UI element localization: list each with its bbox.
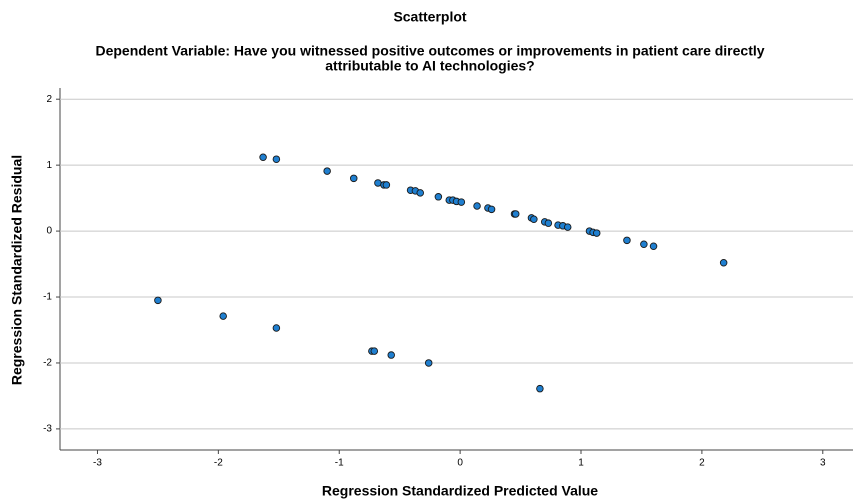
point	[457, 198, 466, 206]
y-tick-label: 0	[46, 226, 52, 237]
point	[487, 205, 496, 214]
chart-title: Scatterplot	[393, 9, 466, 25]
point	[640, 240, 648, 249]
point	[536, 384, 544, 393]
point	[382, 181, 391, 189]
chart-subtitle: Dependent Variable: Have you witnessed p…	[95, 43, 764, 59]
x-tick-label: -1	[335, 458, 344, 469]
x-tick-label: 1	[578, 458, 584, 469]
point	[387, 351, 395, 359]
point	[563, 223, 572, 231]
point	[349, 174, 358, 183]
y-axis-label: Regression Standardized Residual	[9, 155, 25, 385]
point	[370, 347, 379, 355]
point	[530, 215, 538, 223]
point	[416, 189, 424, 197]
point	[219, 312, 227, 320]
y-tick-label: -2	[43, 358, 52, 369]
point	[649, 242, 658, 251]
chart-subtitle: attributable to AI technologies?	[325, 58, 535, 74]
point	[434, 193, 443, 201]
point	[272, 324, 281, 332]
x-tick-label: -2	[214, 458, 223, 469]
x-axis-label: Regression Standardized Predicted Value	[322, 483, 598, 499]
point	[259, 153, 267, 161]
x-tick-label: 2	[699, 458, 705, 469]
y-tick-label: -1	[43, 292, 52, 303]
point	[592, 229, 601, 237]
point	[719, 258, 728, 267]
point	[623, 236, 631, 245]
point	[544, 219, 553, 227]
point	[272, 155, 281, 163]
y-tick-label: -3	[43, 424, 52, 435]
y-tick-label: 2	[46, 94, 52, 105]
point	[473, 202, 481, 210]
point	[511, 210, 520, 218]
x-tick-label: -3	[93, 458, 102, 469]
x-tick-label: 3	[820, 458, 826, 469]
point	[424, 359, 433, 367]
point	[323, 167, 331, 175]
point	[154, 296, 162, 305]
x-tick-label: 0	[457, 458, 463, 469]
y-tick-label: 1	[46, 160, 52, 171]
